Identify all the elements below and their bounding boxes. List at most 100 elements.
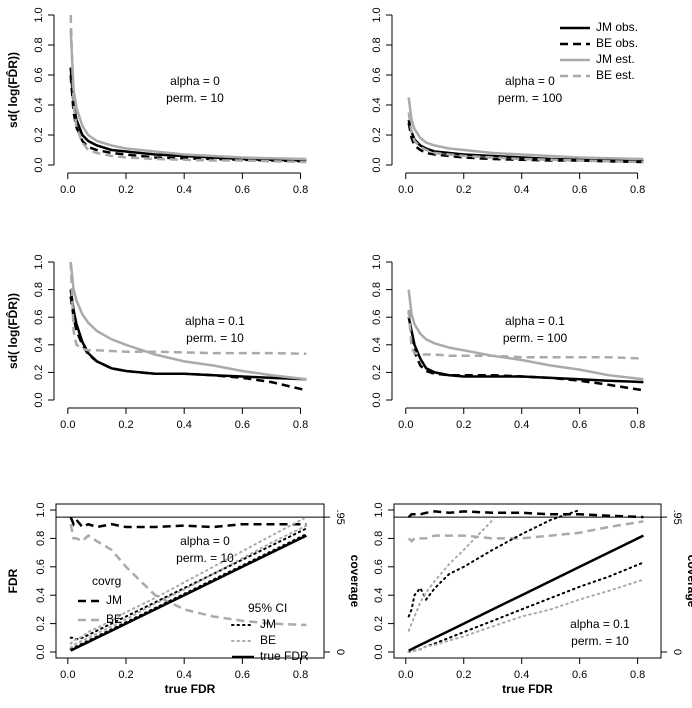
x-tick-label: 0.4 [514,419,529,431]
x-tick-label: 0.0 [60,669,75,681]
annotation: alpha = 0 [180,534,230,548]
series-line [407,122,644,164]
y-tick-label: 0.4 [373,588,385,603]
y-axis-label: FDR [6,568,20,593]
x-tick-label: 0.4 [514,184,529,196]
legend-label: BE obs. [596,36,638,50]
y-tick-label: 0.0 [35,644,47,659]
x-tick-label: 0.0 [398,419,413,431]
x-tick-label: 0.4 [177,669,192,681]
series-line [407,310,644,360]
series-line [69,29,307,161]
y-tick-label: 0.8 [371,37,383,52]
y2-axis-label: coverage [348,555,362,608]
series-line [407,289,644,381]
annotation: perm. = 10 [186,331,244,345]
y-tick-label: 1.0 [371,254,383,269]
legend-label: JM [260,617,276,631]
series-line [407,520,644,543]
annotation: perm. = 10 [571,634,629,648]
y-tick-label: 0.0 [373,644,385,659]
y-axis-label: sd( log(FD̂R)) [5,52,20,128]
y-tick-label: 0.8 [371,282,383,297]
x-tick-label: 0.4 [177,419,192,431]
x-tick-label: 0.8 [630,669,645,681]
series-line [407,578,645,653]
x-tick-label: 0.4 [514,669,529,681]
legend-label: JM obs. [596,20,638,34]
legend-label: BE [260,633,276,647]
legend-label: BE est. [596,68,635,82]
series-line [69,14,307,164]
y-tick-label: 0.0 [33,392,45,407]
legend-label: true FDR [260,649,309,663]
x-tick-label: 0.2 [456,419,471,431]
annotation: alpha = 0.1 [505,314,565,328]
series-line [69,533,308,651]
x-tick-label: 0.2 [118,184,133,196]
annotation: alpha = 0.1 [570,617,630,631]
series-line [407,97,644,161]
series-line [69,524,308,649]
y-tick-label: 1.0 [33,7,45,22]
annotation: perm. = 10 [166,91,224,105]
y-tick-label: 0.6 [371,310,383,325]
x-axis-label: true FDR [165,682,216,696]
annotation: perm. = 100 [503,331,568,345]
y-tick-label: 0.6 [35,559,47,574]
x-tick-label: 0.2 [118,669,133,681]
y-tick-label: 1.0 [33,254,45,269]
series-line [69,296,307,392]
y2-tick-label: 0 [671,649,683,655]
x-tick-label: 0.6 [572,184,587,196]
x-axis-label: true FDR [502,682,553,696]
x-tick-label: 0.0 [398,669,413,681]
series-line [69,261,307,381]
y2-tick-label: 0 [334,649,346,655]
series-upper-line [69,527,308,641]
y-tick-label: 0.8 [33,282,45,297]
series-upper-line [407,509,581,618]
y-tick-label: 0.2 [33,127,45,142]
y-tick-label: 0.4 [33,337,45,352]
series-upper-line [407,518,494,632]
y-tick-label: 0.2 [371,365,383,380]
x-tick-label: 0.6 [235,419,250,431]
series-line [407,112,644,164]
legend-title: covrg [92,574,121,588]
x-tick-label: 0.6 [235,184,250,196]
series-line [69,261,307,356]
x-tick-label: 0.2 [456,184,471,196]
y2-tick-label: .95 [671,509,683,524]
series-line [69,523,307,627]
y-tick-label: 0.2 [33,365,45,380]
x-tick-label: 0.2 [118,419,133,431]
y-tick-label: 0.6 [371,67,383,82]
y-tick-label: 0.8 [35,531,47,546]
x-tick-label: 0.8 [293,669,308,681]
annotation: alpha = 0 [505,74,555,88]
x-tick-label: 0.0 [398,184,413,196]
annotation: perm. = 10 [176,551,234,565]
y-tick-label: 1.0 [35,502,47,517]
y-tick-label: 0.6 [373,559,385,574]
y-tick-label: 0.2 [371,127,383,142]
x-tick-label: 0.8 [293,184,308,196]
x-tick-label: 0.0 [60,419,75,431]
y-tick-label: 0.2 [373,616,385,631]
y-tick-label: 0.6 [33,310,45,325]
y-axis-label: sd( log(FD̂R)) [5,293,20,369]
y-tick-label: 0.4 [371,97,383,112]
x-tick-label: 0.8 [630,419,645,431]
y-tick-label: 0.4 [33,97,45,112]
y-tick-label: 0.0 [371,157,383,172]
legend-label: JM [106,593,122,607]
y-tick-label: 0.4 [371,337,383,352]
series-line [407,510,644,519]
y-tick-label: 1.0 [371,7,383,22]
series-upper-line [69,516,308,645]
plot-box [55,503,325,659]
y-tick-label: 0.8 [33,37,45,52]
